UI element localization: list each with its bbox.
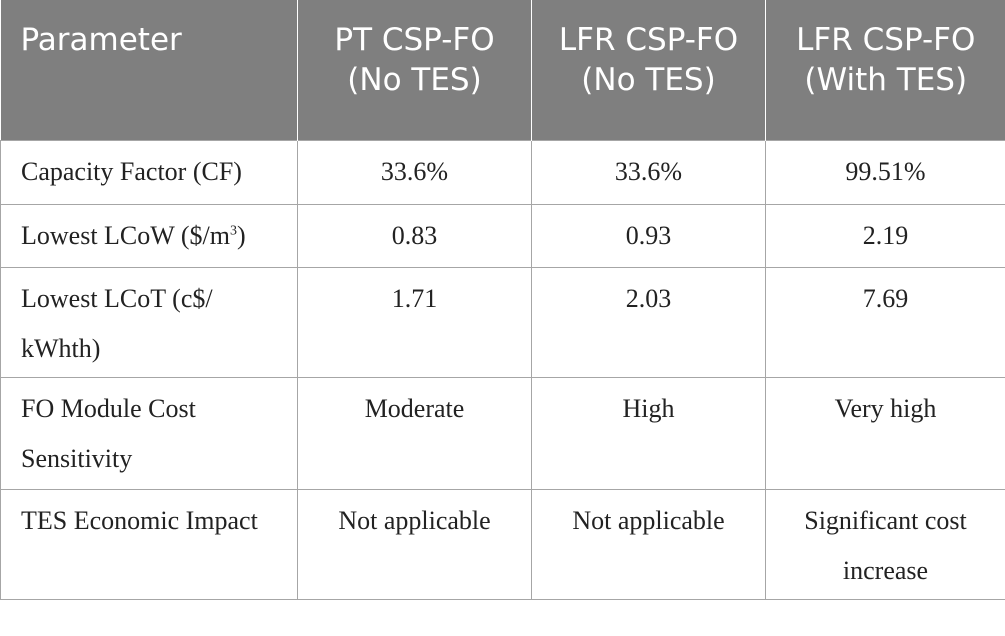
table-row: FO Module Cost Sensitivity Moderate High… xyxy=(0,376,1005,490)
row-value: Very high xyxy=(765,376,1005,490)
header-parameter: Parameter xyxy=(0,0,298,140)
row-value: 33.6% xyxy=(297,139,532,205)
row-value: 0.83 xyxy=(297,203,532,268)
table-row: Lowest LCoW ($/m3) 0.83 0.93 2.19 xyxy=(0,203,1005,268)
row-value: 2.19 xyxy=(765,203,1005,268)
table-row: Lowest LCoT (c$/ kWhth) 1.71 2.03 7.69 xyxy=(0,266,1005,378)
row-parameter: Lowest LCoT (c$/ kWhth) xyxy=(0,266,298,378)
row-value: Not applicable xyxy=(531,488,766,600)
row-value: 1.71 xyxy=(297,266,532,378)
row-parameter: Lowest LCoW ($/m3) xyxy=(0,203,298,268)
row-parameter: TES Economic Impact xyxy=(0,488,298,600)
header-lfr-csp-fo-no-tes: LFR CSP-FO (No TES) xyxy=(531,0,766,140)
row-parameter: FO Module Cost Sensitivity xyxy=(0,376,298,490)
parameter-text-end: ) xyxy=(236,220,246,250)
header-pt-csp-fo-no-tes: PT CSP-FO (No TES) xyxy=(297,0,532,140)
row-value: 99.51% xyxy=(765,139,1005,205)
row-value: Moderate xyxy=(297,376,532,490)
row-value: 7.69 xyxy=(765,266,1005,378)
row-value: 2.03 xyxy=(531,266,766,378)
row-value: Not applicable xyxy=(297,488,532,600)
table-row: Capacity Factor (CF) 33.6% 33.6% 99.51% xyxy=(0,139,1005,205)
row-value: 0.93 xyxy=(531,203,766,268)
row-value: Significant cost increase xyxy=(765,488,1005,600)
row-value: High xyxy=(531,376,766,490)
comparison-table: Parameter PT CSP-FO (No TES) LFR CSP-FO … xyxy=(0,0,1005,600)
superscript-three: 3 xyxy=(229,222,237,238)
header-lfr-csp-fo-with-tes: LFR CSP-FO (With TES) xyxy=(765,0,1005,140)
table-row: TES Economic Impact Not applicable Not a… xyxy=(0,488,1005,600)
row-value: 33.6% xyxy=(531,139,766,205)
header-row: Parameter PT CSP-FO (No TES) LFR CSP-FO … xyxy=(0,0,1005,140)
row-parameter: Capacity Factor (CF) xyxy=(0,139,298,205)
parameter-text: Lowest LCoW ($/m xyxy=(21,220,230,250)
